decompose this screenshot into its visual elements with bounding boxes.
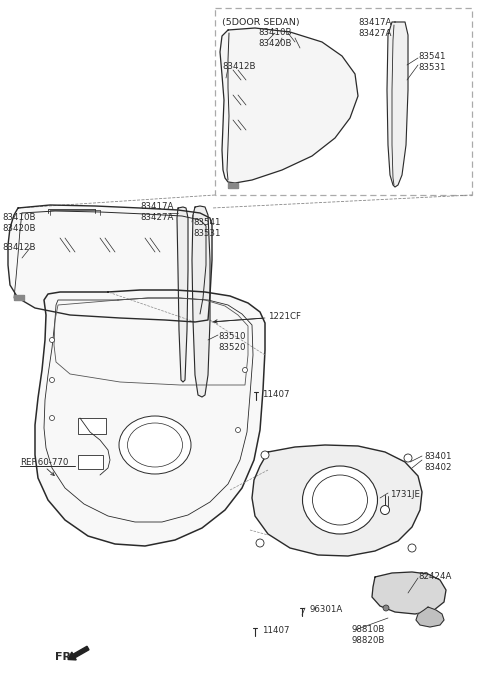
Text: 83412B: 83412B xyxy=(222,62,255,71)
Polygon shape xyxy=(387,22,408,187)
Circle shape xyxy=(49,416,55,420)
Text: 83410B
83420B: 83410B 83420B xyxy=(258,28,291,48)
Polygon shape xyxy=(416,607,444,627)
Polygon shape xyxy=(228,183,238,188)
Ellipse shape xyxy=(119,416,191,474)
Circle shape xyxy=(49,338,55,343)
Bar xyxy=(78,455,103,469)
Text: 83541
83531: 83541 83531 xyxy=(418,52,445,72)
Polygon shape xyxy=(35,290,265,546)
Circle shape xyxy=(404,454,412,462)
Text: (5DOOR SEDAN): (5DOOR SEDAN) xyxy=(222,18,300,27)
Polygon shape xyxy=(252,445,422,556)
Text: REF.60-770: REF.60-770 xyxy=(20,458,68,467)
Circle shape xyxy=(236,427,240,433)
Text: 83541
83531: 83541 83531 xyxy=(193,218,220,238)
Text: 82424A: 82424A xyxy=(418,572,451,581)
Circle shape xyxy=(383,605,389,611)
Text: 98810B
98820B: 98810B 98820B xyxy=(352,625,385,645)
Text: 83417A
83427A: 83417A 83427A xyxy=(358,18,391,38)
Circle shape xyxy=(49,378,55,383)
Text: 83412B: 83412B xyxy=(2,243,36,252)
Text: 11407: 11407 xyxy=(262,626,289,635)
Text: 96301A: 96301A xyxy=(310,605,343,614)
Text: 83510
83520: 83510 83520 xyxy=(218,332,245,352)
Polygon shape xyxy=(14,295,24,300)
Circle shape xyxy=(242,367,248,372)
Text: FR.: FR. xyxy=(55,652,75,662)
Bar xyxy=(215,8,472,195)
Circle shape xyxy=(256,539,264,547)
Text: 83401
83402: 83401 83402 xyxy=(424,452,452,472)
Polygon shape xyxy=(220,28,358,183)
Text: 83410B
83420B: 83410B 83420B xyxy=(2,213,36,233)
Circle shape xyxy=(261,451,269,459)
Polygon shape xyxy=(177,207,188,382)
Polygon shape xyxy=(8,205,212,322)
Polygon shape xyxy=(192,206,210,397)
Text: 83417A
83427A: 83417A 83427A xyxy=(140,202,173,222)
Text: 1731JE: 1731JE xyxy=(390,490,420,499)
Text: 1221CF: 1221CF xyxy=(268,312,301,321)
Circle shape xyxy=(408,544,416,552)
Circle shape xyxy=(381,506,389,515)
Text: 11407: 11407 xyxy=(262,390,289,399)
FancyArrow shape xyxy=(68,646,89,660)
Ellipse shape xyxy=(302,466,377,534)
Bar xyxy=(78,418,106,434)
Polygon shape xyxy=(372,572,446,614)
